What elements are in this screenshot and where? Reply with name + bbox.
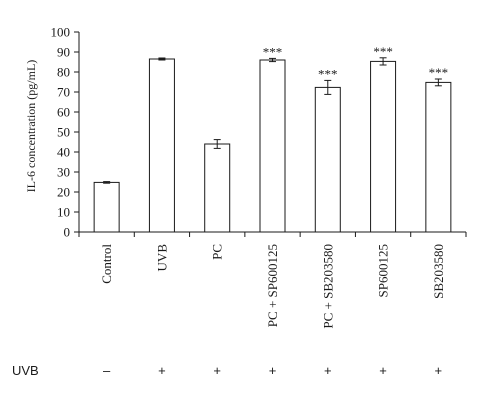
category-label: SB203580 xyxy=(431,244,446,299)
category-label: UVB xyxy=(154,244,169,272)
error-bar xyxy=(324,79,332,95)
y-tick-label: 60 xyxy=(57,105,70,120)
significance-label: *** xyxy=(429,65,449,80)
uvb-row-value: – xyxy=(103,363,111,378)
bar xyxy=(93,181,120,233)
uvb-row-label: UVB xyxy=(12,363,39,378)
category-labels: Control UVB PC PC + SP600125 PC + SB203580 SP… xyxy=(99,244,446,329)
uvb-row-value: + xyxy=(269,363,277,378)
uvb-treatment-row: UVB – + + + + + + xyxy=(12,363,442,378)
y-tick-label: 30 xyxy=(57,165,70,180)
bar xyxy=(314,86,341,233)
y-tick-label: 20 xyxy=(57,185,70,200)
error-bar xyxy=(103,181,111,184)
uvb-row-value: + xyxy=(324,363,332,378)
category-label: Control xyxy=(99,244,114,284)
error-bar xyxy=(269,57,276,63)
error-bar xyxy=(213,139,221,149)
y-tick-label: 0 xyxy=(64,225,71,240)
bar xyxy=(425,81,452,233)
y-tick-label: 10 xyxy=(57,205,70,220)
significance-label: *** xyxy=(263,44,283,59)
significance-labels: *** *** *** *** xyxy=(263,44,448,82)
category-label: PC xyxy=(210,244,225,260)
error-bar xyxy=(379,57,387,66)
error-bar xyxy=(158,57,166,61)
y-tick-label: 50 xyxy=(57,125,70,140)
category-label: PC + SB203580 xyxy=(320,244,335,329)
category-label: SP600125 xyxy=(376,244,391,297)
error-bar xyxy=(434,78,442,87)
bars xyxy=(93,58,452,233)
bar xyxy=(259,59,286,233)
uvb-row-value: + xyxy=(379,363,387,378)
y-tick-label: 40 xyxy=(57,145,70,160)
error-bars xyxy=(103,57,442,184)
y-axis-label: IL-6 concentration (pg/mL) xyxy=(24,60,38,193)
bar xyxy=(148,58,175,233)
y-tick-label: 90 xyxy=(57,45,70,60)
y-tick-label: 80 xyxy=(57,65,70,80)
significance-label: *** xyxy=(373,44,393,59)
significance-label: *** xyxy=(318,66,338,81)
uvb-row-value: + xyxy=(213,363,221,378)
y-tick-label: 100 xyxy=(51,25,71,40)
x-axis xyxy=(78,231,467,237)
bar xyxy=(204,143,231,233)
y-tick-label: 70 xyxy=(57,85,70,100)
uvb-row-value: + xyxy=(435,363,443,378)
bar xyxy=(370,60,397,233)
uvb-row-value: + xyxy=(158,363,166,378)
y-axis: 0 10 20 30 40 50 60 70 80 90 100 xyxy=(51,25,80,240)
category-label: PC + SP600125 xyxy=(265,244,280,327)
